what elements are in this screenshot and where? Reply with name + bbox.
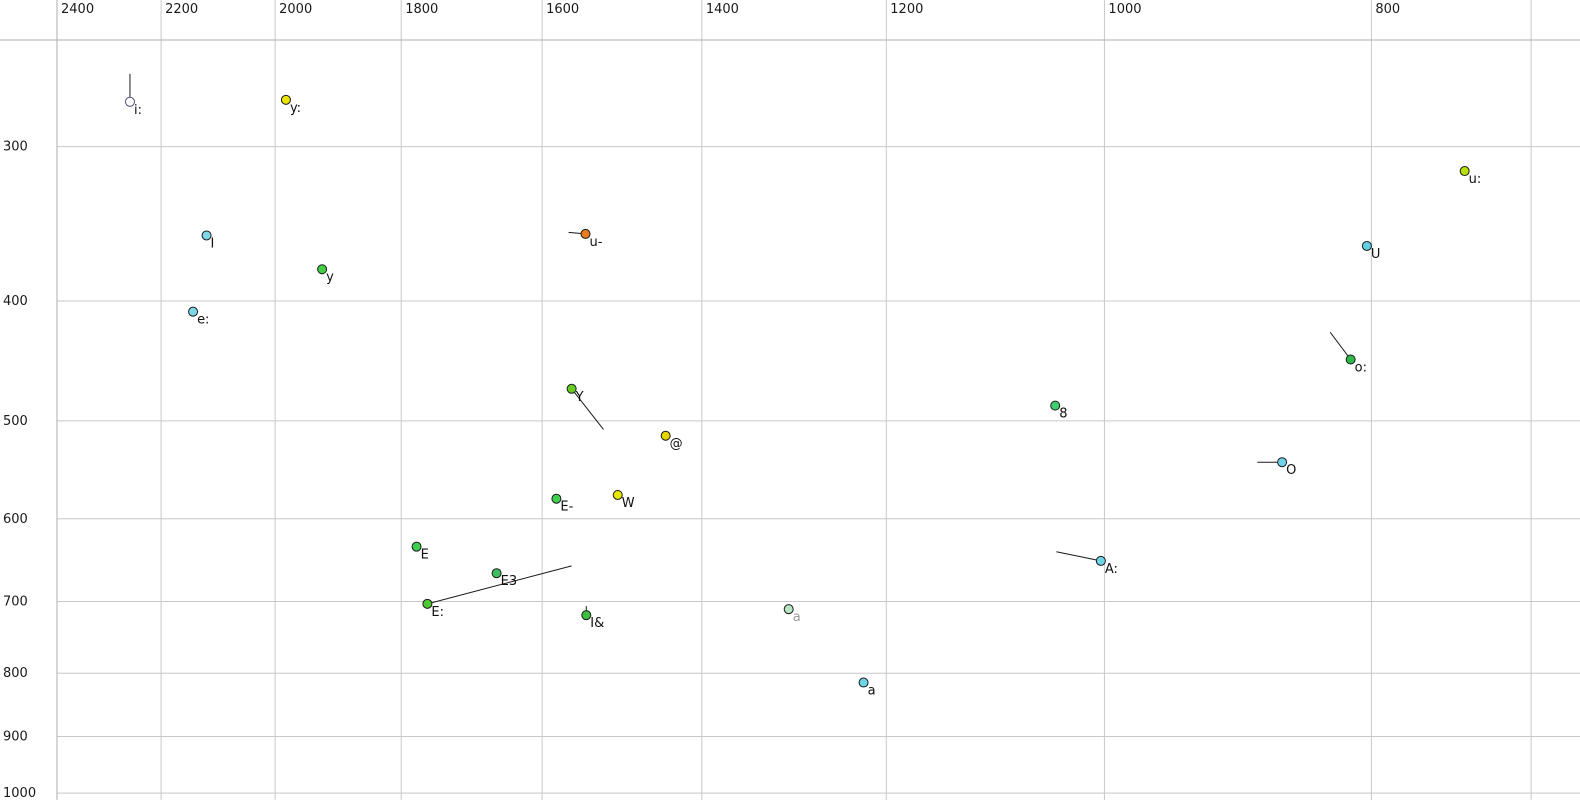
data-point: [612, 489, 623, 500]
data-point-label: I: [211, 236, 215, 251]
y-tick-label: 700: [3, 595, 28, 610]
data-point: [1277, 457, 1288, 468]
data-point-label: E3: [501, 574, 517, 589]
data-point: [1095, 555, 1106, 566]
data-point: [124, 96, 135, 107]
data-point-label: 8: [1059, 407, 1067, 422]
data-point-label: a: [793, 610, 801, 625]
data-point-label: E:: [431, 605, 444, 620]
point-tail-line: [1056, 551, 1101, 562]
y-tick-label: 400: [3, 294, 28, 309]
x-tick-label: 2200: [165, 2, 198, 17]
data-point-label: A:: [1105, 562, 1118, 577]
data-point: [858, 677, 869, 688]
x-tick-label: 800: [1375, 2, 1400, 17]
data-point-label: u-: [590, 235, 603, 250]
data-point: [783, 604, 794, 615]
data-point: [580, 228, 591, 239]
data-point-label: U: [1371, 247, 1381, 262]
data-point: [280, 94, 291, 105]
data-point: [1361, 240, 1372, 251]
y-tick-label: 1000: [3, 786, 36, 800]
data-point: [660, 430, 671, 441]
data-point: [581, 610, 592, 621]
data-point-label: @: [670, 437, 683, 452]
data-point: [551, 493, 562, 504]
data-point-label: E: [421, 548, 429, 563]
y-tick-label: 600: [3, 512, 28, 527]
y-tick-label: 900: [3, 729, 28, 744]
point-tail-line: [1329, 332, 1352, 360]
x-tick-label: 1000: [1108, 2, 1141, 17]
data-point-label: i:: [134, 103, 142, 118]
data-point-label: Y: [575, 390, 584, 405]
data-point: [201, 230, 212, 241]
data-point: [1459, 166, 1470, 177]
data-point-label: y: [326, 270, 334, 285]
data-point: [1050, 400, 1061, 411]
data-point-label: W: [622, 496, 635, 511]
y-tick-label: 300: [3, 140, 28, 155]
point-tail-line: [427, 565, 572, 605]
data-point: [1345, 354, 1356, 365]
y-tick-label: 800: [3, 666, 28, 681]
data-point: [566, 383, 577, 394]
data-point-label: E-: [560, 500, 573, 515]
x-tick-label: 2400: [61, 2, 94, 17]
data-point-label: a: [868, 684, 876, 699]
y-tick-label: 500: [3, 414, 28, 429]
point-tail-line: [571, 388, 604, 430]
data-point-label: y:: [290, 101, 301, 116]
data-point: [491, 568, 502, 579]
x-tick-label: 1600: [546, 2, 579, 17]
data-point: [422, 598, 433, 609]
data-point-label: I&: [590, 616, 604, 631]
data-point-label: u:: [1469, 172, 1482, 187]
x-tick-label: 2000: [279, 2, 312, 17]
data-point-label: o:: [1355, 360, 1367, 375]
x-tick-label: 1200: [890, 2, 923, 17]
x-tick-label: 1400: [706, 2, 739, 17]
data-point: [188, 306, 199, 317]
data-point-label: e:: [197, 313, 209, 328]
data-point: [411, 541, 422, 552]
x-tick-label: 1800: [405, 2, 438, 17]
data-point: [317, 264, 328, 275]
data-point-label: O: [1286, 463, 1296, 478]
